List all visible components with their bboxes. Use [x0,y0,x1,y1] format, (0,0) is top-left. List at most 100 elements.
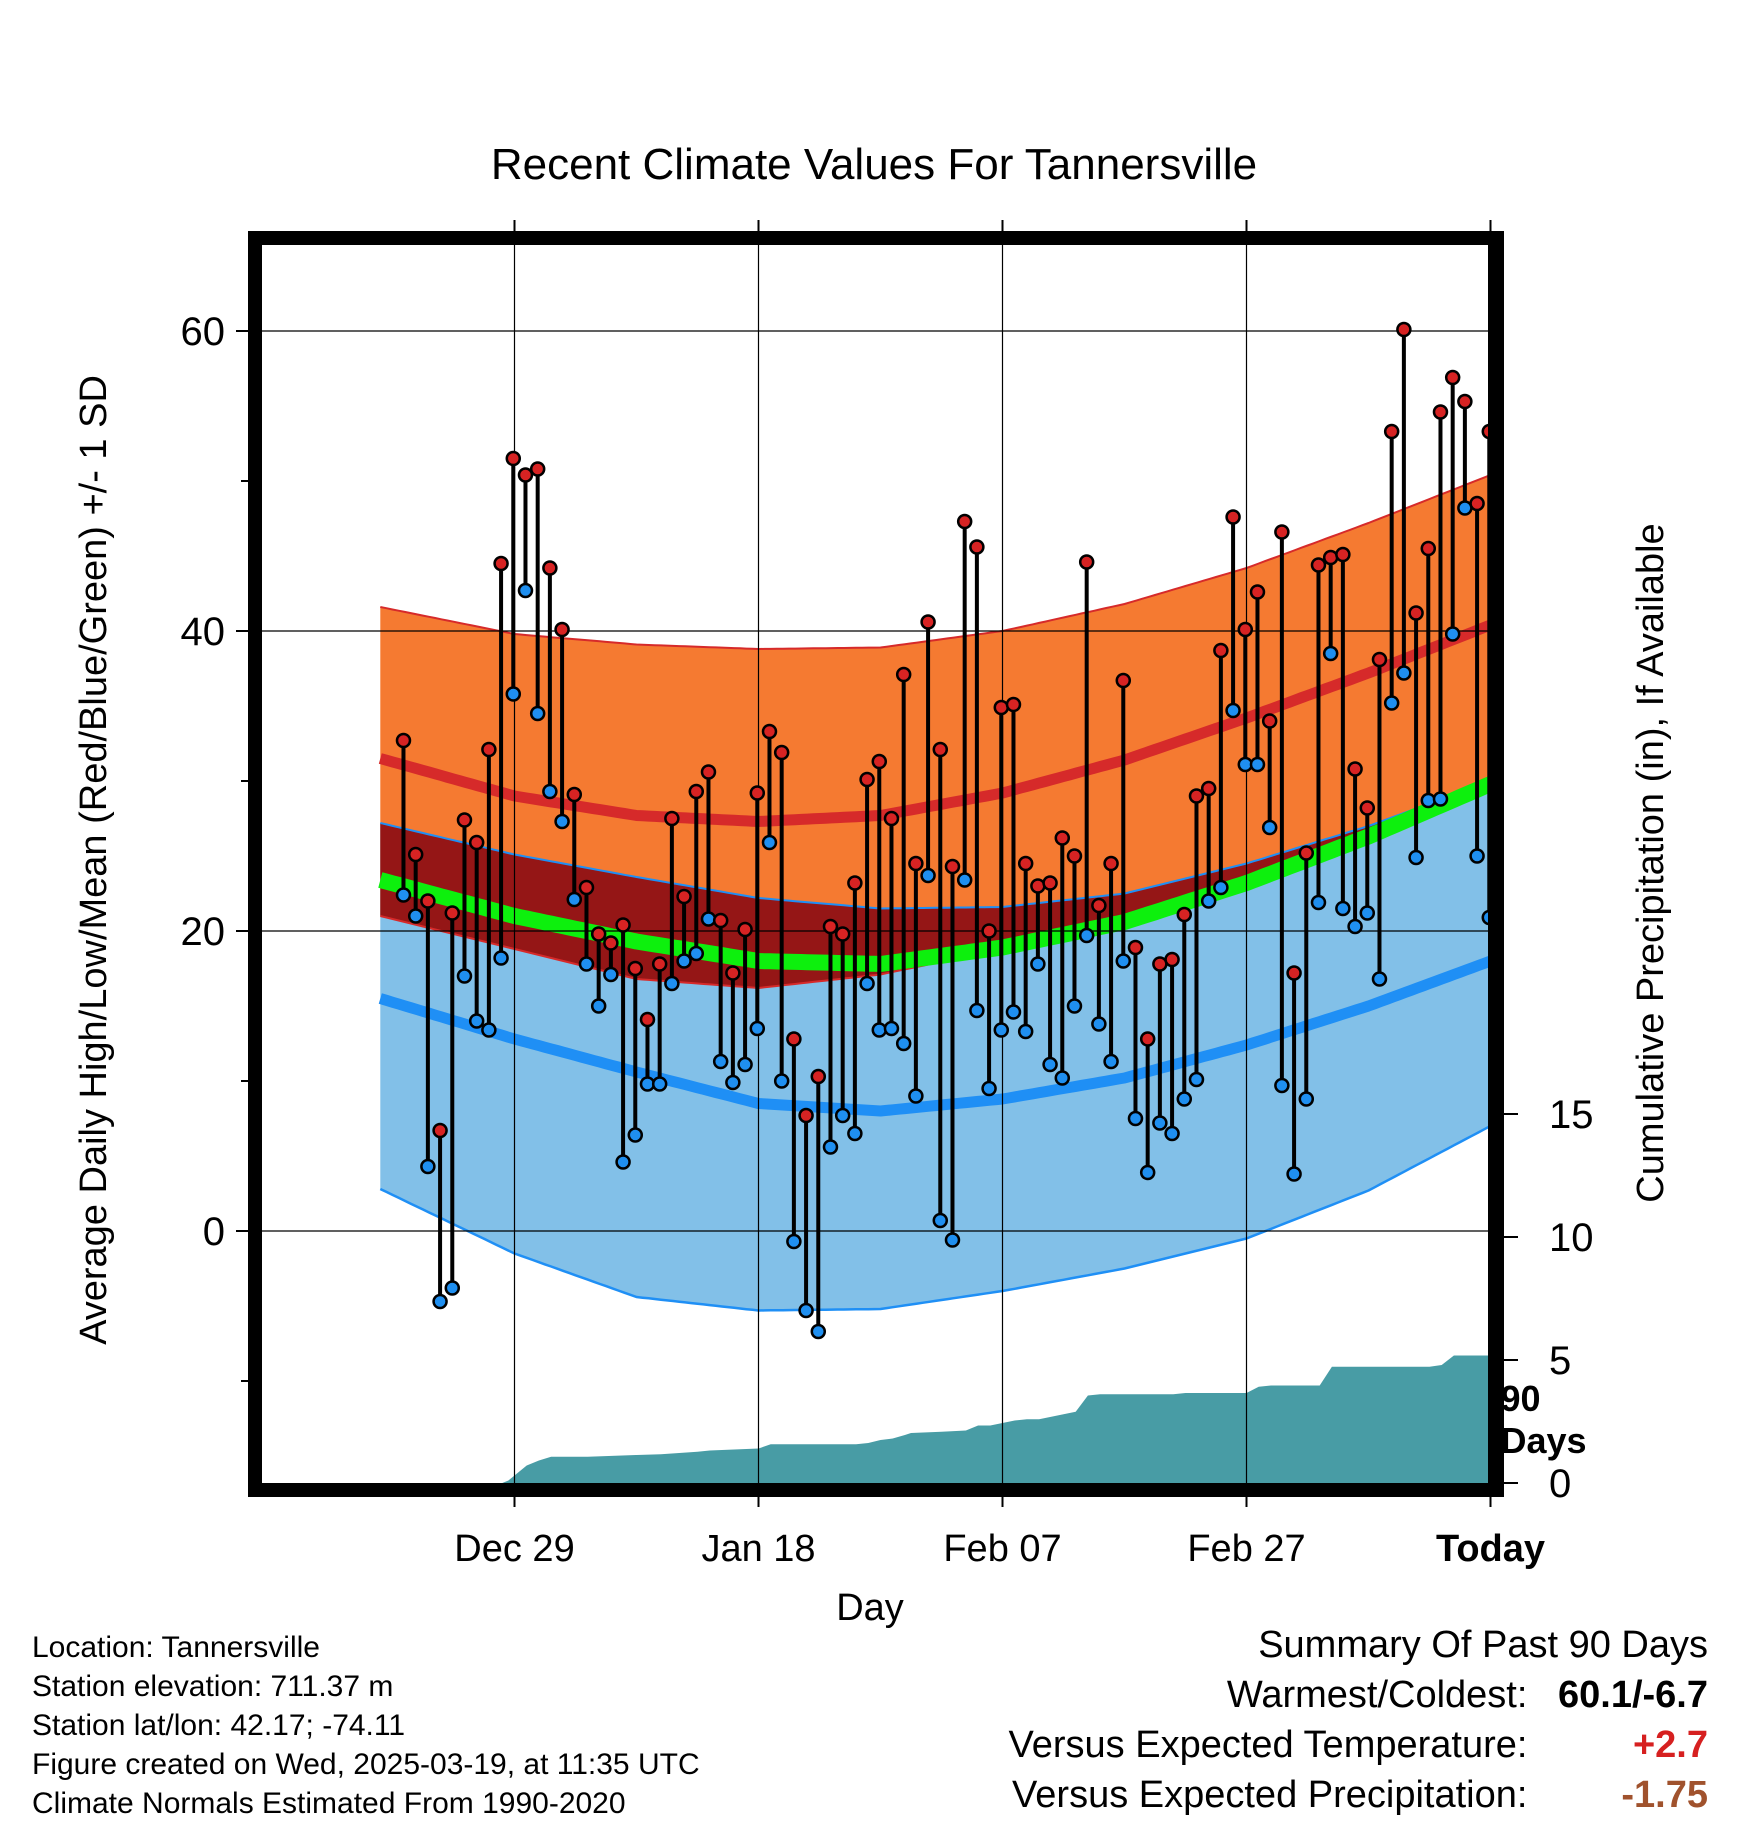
latlon-text: Station lat/lon: 42.17; -74.11 [32,1709,406,1742]
low-temp-point [859,975,875,992]
y-tick-label: 40 [181,610,226,654]
high-temp-point [407,846,424,863]
low-temp-point [1017,1023,1034,1040]
high-temp-point [761,723,778,740]
low-temp-point [444,1280,461,1296]
low-temp-point [1066,998,1083,1014]
high-temp-point [432,1122,448,1139]
high-temp-point [749,785,766,801]
low-temp-point [493,950,509,966]
high-temp-point [688,783,705,800]
today-days-label: Days [1501,1420,1587,1461]
low-temp-point [1310,894,1327,911]
low-temp-point [505,686,522,702]
low-temp-point [481,1022,497,1038]
high-temp-point [700,764,717,780]
low-temp-point [395,887,412,903]
high-temp-point [1444,369,1461,386]
low-temp-point [1371,971,1388,987]
low-temp-point [1030,956,1046,972]
low-temp-point [1469,848,1485,864]
high-temp-point [1359,800,1376,816]
high-temp-point [1078,554,1095,570]
low-temp-point [1249,756,1266,773]
band-overlap [380,781,1490,988]
low-temp-point [944,1232,961,1248]
precip-anomaly-label: Versus Expected Precipitation: [1012,1774,1528,1816]
high-temp-point [578,879,595,896]
high-temp-point [1383,423,1400,440]
low-temp-point [1103,1053,1119,1070]
low-temp-point [1213,879,1229,896]
low-temp-point [407,908,424,924]
high-temp-point [1042,875,1058,891]
low-temp-point [566,891,583,908]
high-temp-point [798,1107,814,1124]
temp-anomaly-value: +2.7 [1632,1724,1708,1766]
high-temp-point [920,614,936,630]
high-temp-point [944,858,961,875]
low-temp-point [932,1212,949,1229]
y2-tick-label: 15 [1549,1093,1594,1137]
low-temp-point [468,1013,485,1029]
high-normal-line [378,619,1490,827]
low-temp-point [615,1154,631,1170]
high-temp-point [932,741,949,758]
precip-anomaly-value: -1.75 [1621,1774,1708,1816]
high-temp-point [1371,651,1388,668]
low-temp-point [1298,1091,1315,1107]
x-tick-label: Jan 18 [701,1528,815,1570]
high-temp-point [395,732,412,749]
high-temp-point [895,666,912,683]
low-temp-point [1078,927,1095,944]
high-temp-point [590,926,607,942]
high-temp-point [859,771,875,788]
low-temp-point [725,1074,741,1091]
low-upper-line [380,780,1490,910]
low-temp-point [1115,953,1132,969]
summary-warm-cold: Warmest/Coldest: 60.1/-6.7 [1009,1670,1708,1720]
high-temp-point [847,875,863,891]
high-upper-line [380,474,1490,650]
low-temp-point [700,911,717,927]
low-temp-point [1359,905,1376,921]
low-temp-point [1225,702,1241,719]
low-temp-point [883,1020,900,1037]
x-axis-label: Day [836,1587,904,1629]
warm-cold-label: Warmest/Coldest: [1226,1674,1528,1716]
y-tick-label: 0 [203,1210,225,1254]
low-temp-point [810,1323,827,1340]
low-temp-point [1383,695,1400,711]
high-temp-point [1005,696,1022,713]
high-temp-point [1249,584,1266,600]
high-temp-point [554,621,570,638]
low-temp-point [798,1302,814,1319]
high-temp-point [786,1031,802,1047]
low-temp-point [1335,900,1351,917]
high-temp-point [1432,404,1449,420]
low-temp-point [981,1080,997,1097]
high-temp-point [981,923,997,939]
low-temp-point [651,1076,668,1092]
high-temp-point [871,753,888,770]
low-temp-point [590,998,607,1014]
high-temp-point [1347,761,1363,777]
high-temp-point [444,905,461,921]
low-temp-point [786,1233,802,1250]
low-temp-point [1152,1115,1168,1131]
low-temp-point [1347,918,1363,935]
high-temp-point [969,539,985,555]
station-info: Location: Tannersville Station elevation… [32,1628,700,1823]
high-temp-point [810,1068,827,1085]
chart-title: Recent Climate Values For Tannersville [491,140,1257,189]
x-tick-label: Feb 27 [1187,1528,1305,1570]
low-temp-point [1091,1016,1107,1032]
low-temp-point [1139,1164,1156,1181]
low-temp-point [1200,893,1217,909]
low-temp-point [761,834,778,851]
high-temp-point [566,786,583,803]
low-temp-point [432,1293,448,1310]
high-temp-point [1127,939,1144,956]
high-temp-point [1091,897,1107,914]
